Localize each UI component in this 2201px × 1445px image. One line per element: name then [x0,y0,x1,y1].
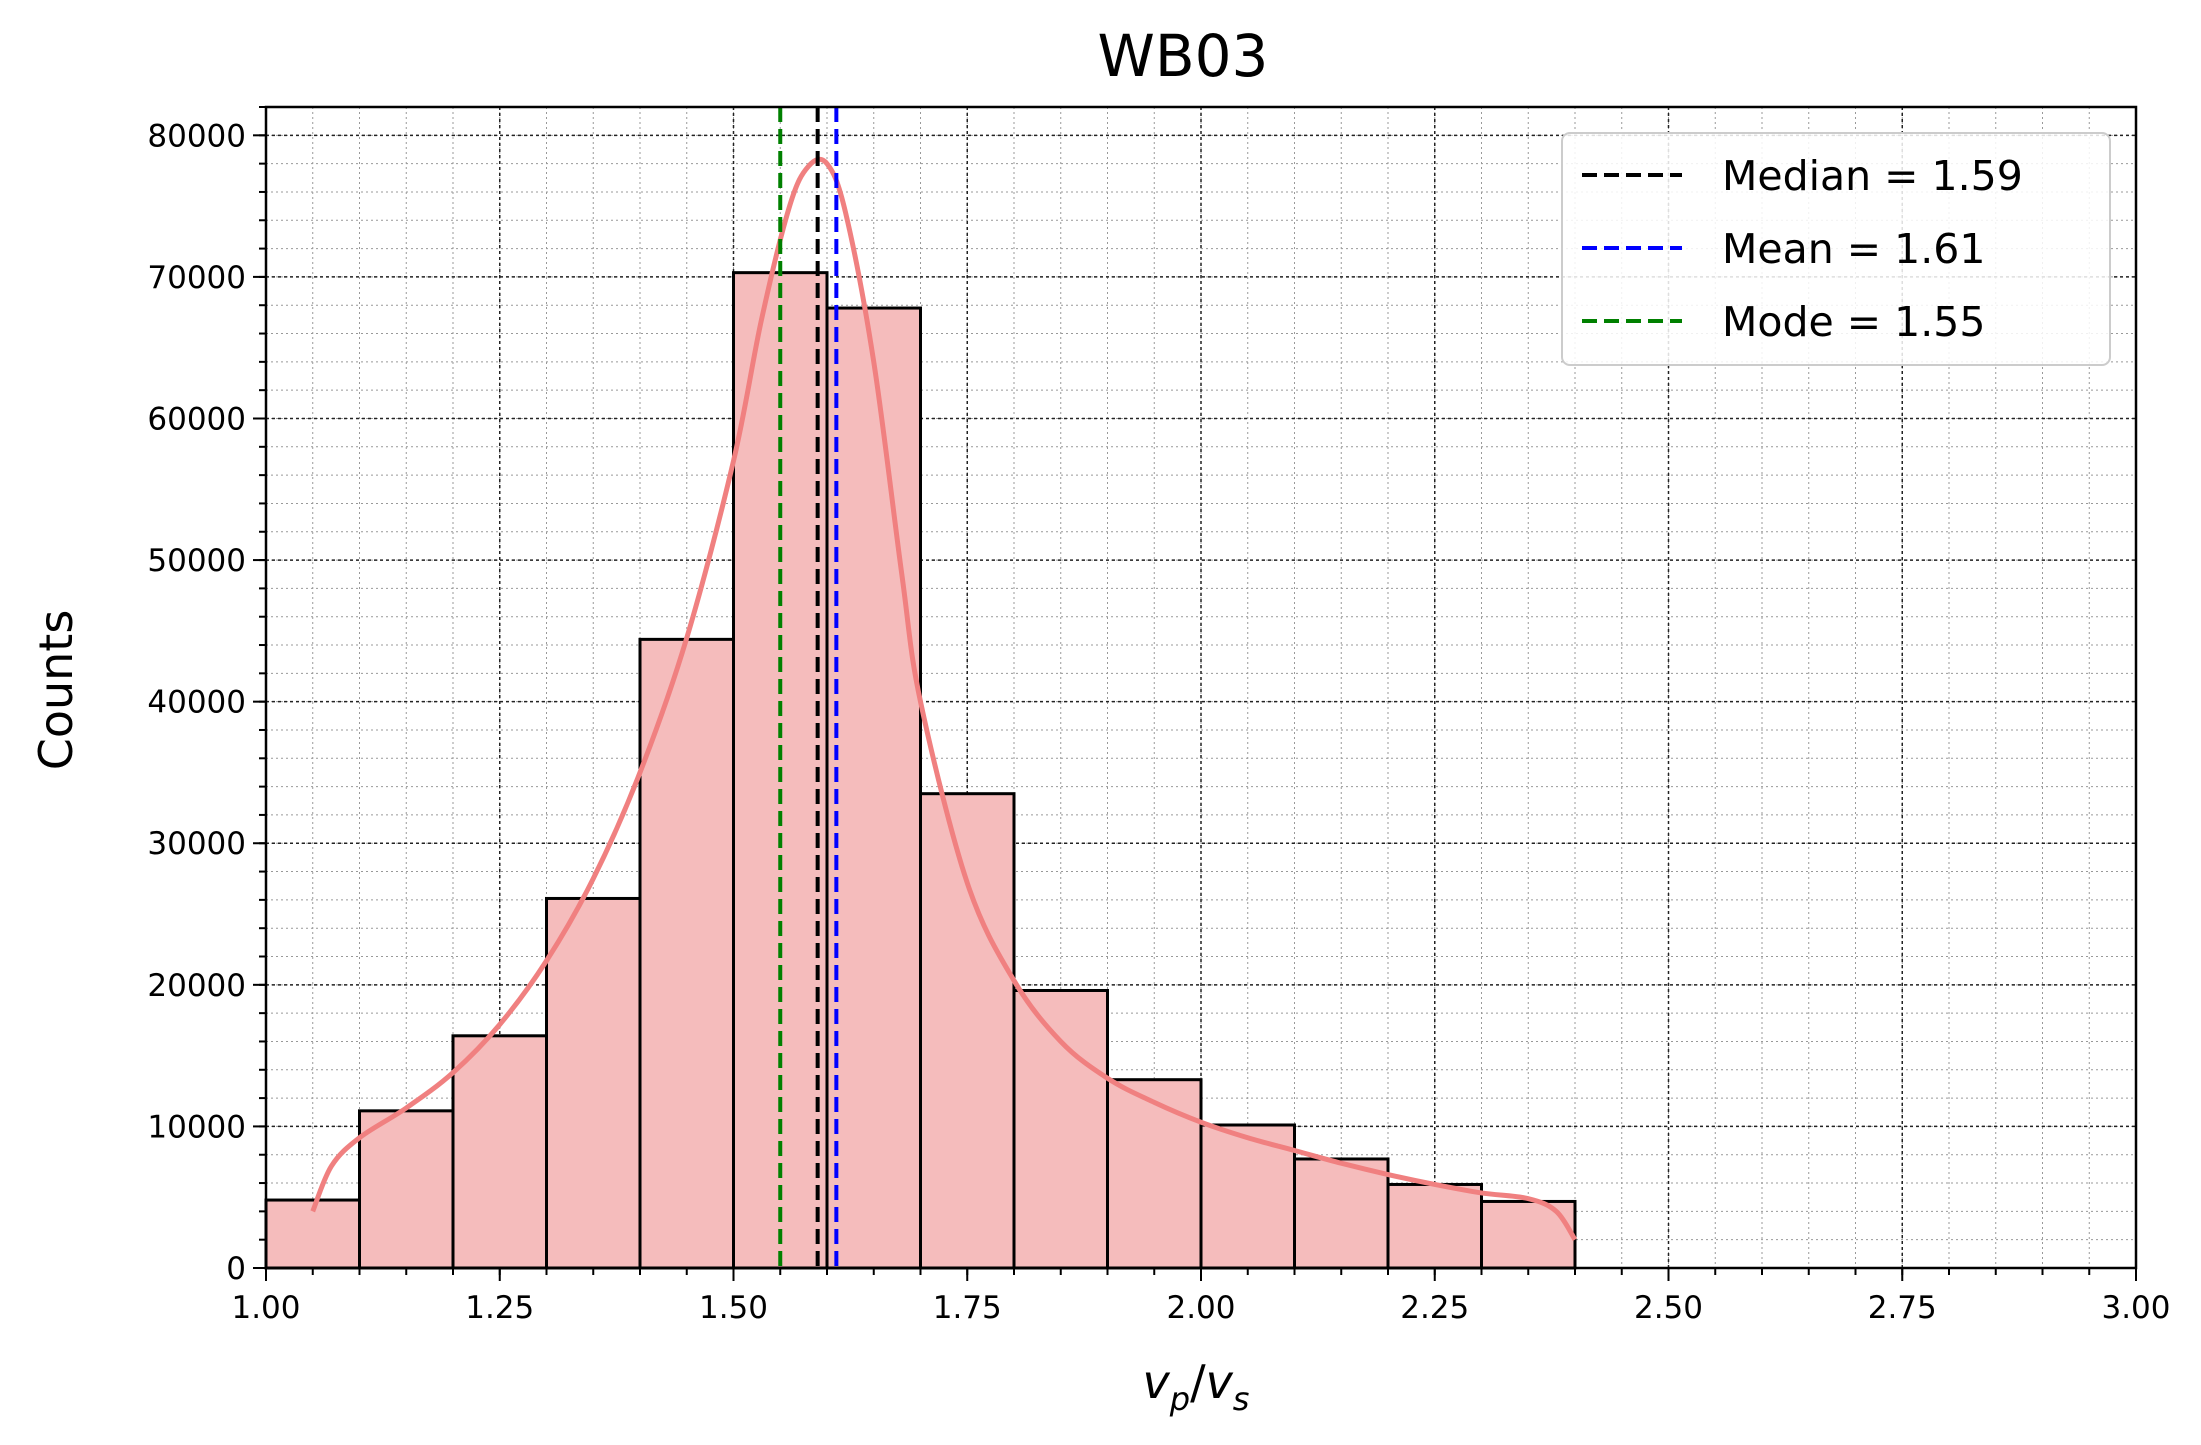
histogram-bar [1106,1078,1203,1270]
stat-lines-layer [778,107,839,1268]
y-axis-label: Counts [29,610,83,771]
x-label-v2: v [1206,1355,1234,1409]
x-label-sub-p: p [1169,1380,1190,1418]
x-label-slash: / [1190,1355,1206,1409]
x-tick-label: 2.50 [1634,1290,1703,1326]
histogram-bar [1480,1199,1577,1270]
y-tick-label: 0 [226,1251,246,1287]
x-tick-label: 2.25 [1400,1290,1469,1326]
histogram-bar [1386,1182,1483,1270]
bars-layer [264,271,1577,1270]
x-tick-label: 1.25 [465,1290,534,1326]
x-tick-label: 1.50 [699,1290,768,1326]
kde-curve [310,156,1578,1242]
legend-label-mode: Mode = 1.55 [1722,298,1985,346]
x-tick-label: 2.00 [1166,1290,1235,1326]
histogram-bar [545,896,642,1270]
x-tick-label: 1.00 [231,1290,300,1326]
x-tick-label: 1.75 [933,1290,1002,1326]
histogram-bar [1293,1157,1390,1270]
x-axis-label: vp/vs [1143,1355,1250,1418]
y-tick-label: 50000 [147,543,246,579]
x-label-sub-s: s [1233,1380,1250,1418]
y-tick-label: 10000 [147,1109,246,1145]
x-tick-label: 3.00 [2101,1290,2170,1326]
y-tick-label: 20000 [147,968,246,1004]
legend: Median = 1.59 Mean = 1.61 Mode = 1.55 [1561,132,2111,366]
y-tick-label: 70000 [147,260,246,296]
kde-layer [310,156,1578,1242]
x-tick-label: 2.75 [1868,1290,1937,1326]
y-tick-label: 40000 [147,685,246,721]
y-tick-label: 80000 [147,118,246,154]
legend-box [1561,132,2111,366]
histogram-bar [825,306,922,1270]
ticks-layer: 1.00 1.25 1.50 1.75 2.00 2.25 2.50 2.75 3.00 0 100… [147,106,2171,1326]
histogram-bar [358,1109,455,1270]
histogram-bar [451,1034,548,1270]
chart-title: WB03 [1098,22,1269,90]
legend-label-median: Median = 1.59 [1722,152,2023,200]
histogram-bar [1012,988,1109,1270]
legend-label-mean: Mean = 1.61 [1722,225,1985,273]
y-tick-label: 30000 [147,826,246,862]
x-label-v1: v [1143,1355,1171,1409]
y-tick-label: 60000 [147,401,246,437]
histogram-bar [919,792,1016,1270]
